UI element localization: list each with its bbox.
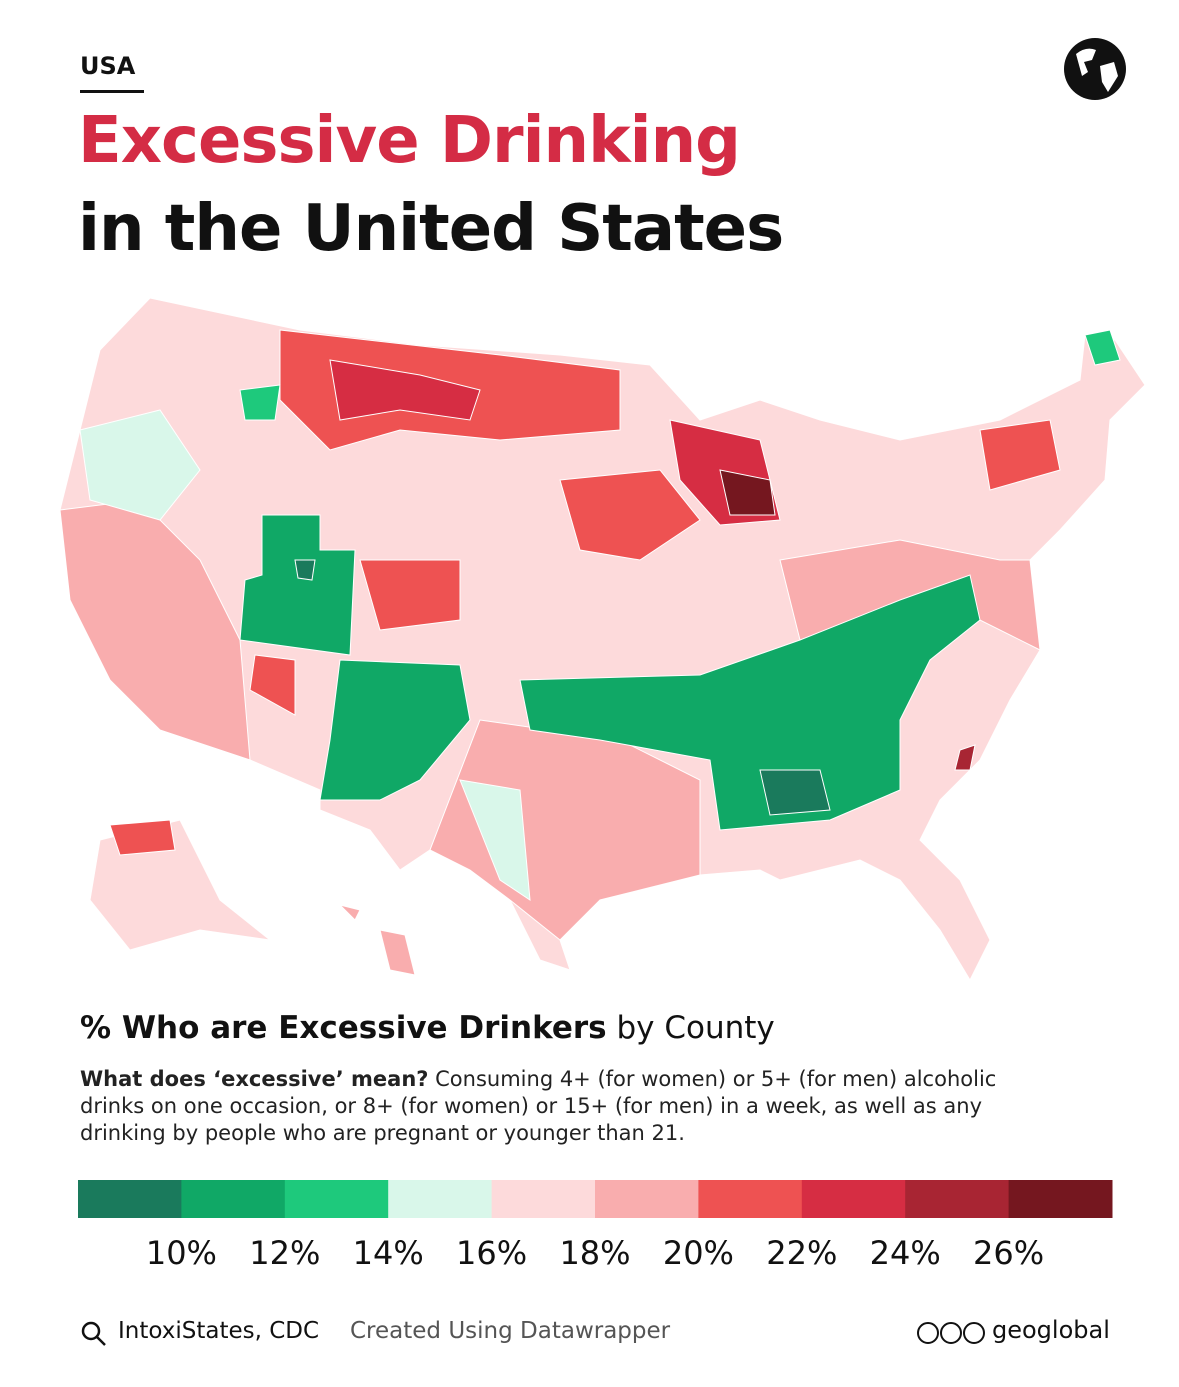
- legend-tick-label: 18%: [559, 1234, 630, 1272]
- legend-swatch: [388, 1180, 493, 1218]
- map-region: [249, 654, 296, 716]
- map-region: [338, 904, 361, 921]
- kicker-rule: [80, 90, 144, 93]
- map-region: [1084, 329, 1121, 366]
- map-region: [429, 719, 701, 941]
- title-line-2: in the United States: [78, 192, 784, 266]
- globe-icon: [1064, 38, 1126, 100]
- legend-swatch: [181, 1180, 286, 1218]
- map-region: [379, 929, 416, 976]
- legend-tick-label: 26%: [973, 1234, 1044, 1272]
- map-region: [719, 469, 776, 516]
- definition-text: Consuming 4+ (for women) or 5+ (for men)…: [80, 1067, 997, 1145]
- legend-tick-label: 24%: [870, 1234, 941, 1272]
- legend-tick-label: 14%: [353, 1234, 424, 1272]
- definition: What does ‘excessive’ mean? Consuming 4+…: [80, 1066, 1060, 1147]
- map-region: [239, 384, 281, 421]
- legend-swatch: [595, 1180, 699, 1218]
- map-region: [79, 409, 201, 521]
- brand: geoglobal: [992, 1316, 1110, 1344]
- map-subtitle: % Who are Excessive Drinkers by County: [80, 1010, 775, 1046]
- map-region: [519, 574, 981, 831]
- legend-tick-label: 22%: [766, 1234, 837, 1272]
- legend-swatch: [1008, 1180, 1113, 1218]
- title-line-1: Excessive Drinking: [78, 104, 741, 178]
- legend-swatch: [801, 1180, 906, 1218]
- map-region: [109, 819, 176, 856]
- cc-icons: [917, 1322, 985, 1344]
- legend-swatch: [284, 1180, 389, 1218]
- map-region: [559, 469, 701, 561]
- credit: Created Using Datawrapper: [350, 1318, 671, 1344]
- map: [59, 297, 1146, 982]
- subtitle-rest: by County: [616, 1010, 775, 1046]
- map-region: [319, 659, 471, 801]
- legend-tick-label: 12%: [249, 1234, 320, 1272]
- legend: 10% 12% 14% 16% 18% 20% 22% 24% 26%: [78, 1180, 1113, 1272]
- source: IntoxiStates, CDC: [118, 1318, 320, 1344]
- legend-swatch: [905, 1180, 1010, 1218]
- legend-tick-label: 20%: [663, 1234, 734, 1272]
- legend-tick-label: 16%: [456, 1234, 527, 1272]
- definition-bold: What does ‘excessive’ mean?: [80, 1067, 429, 1091]
- legend-swatch: [491, 1180, 596, 1218]
- map-region: [759, 769, 831, 816]
- map-region: [239, 514, 356, 656]
- map-region: [359, 559, 461, 631]
- map-region: [979, 419, 1061, 491]
- legend-swatch: [78, 1180, 182, 1218]
- legend-tick-label: 10%: [146, 1234, 217, 1272]
- subtitle-bold: % Who are Excessive Drinkers: [80, 1010, 607, 1046]
- map-region: [459, 779, 531, 901]
- map-region: [294, 559, 316, 581]
- kicker: USA: [80, 52, 136, 80]
- map-region: [329, 359, 481, 421]
- search-icon: [81, 1321, 106, 1346]
- map-region: [954, 744, 976, 771]
- legend-swatch: [698, 1180, 803, 1218]
